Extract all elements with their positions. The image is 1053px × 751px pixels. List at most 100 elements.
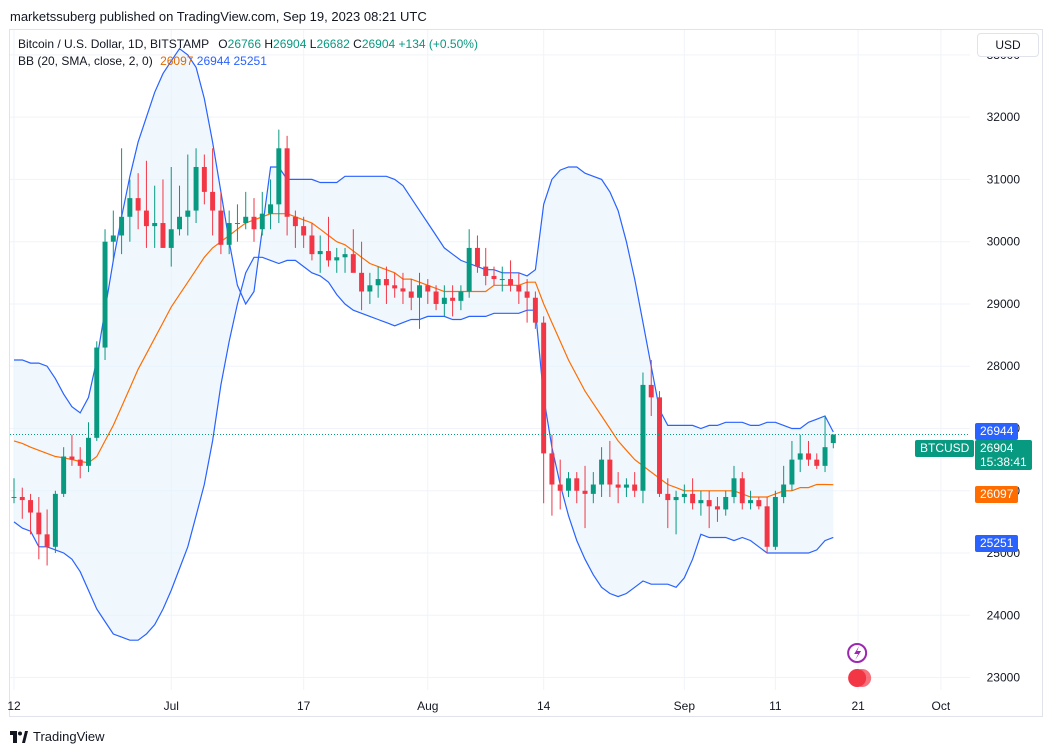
candle-body (251, 216, 257, 230)
candle-body (772, 496, 778, 547)
candle-body (632, 484, 638, 491)
bb-label: BB (20, SMA, close, 2, 0) (18, 54, 153, 68)
candle-body (19, 496, 25, 501)
candle-body (673, 496, 679, 501)
candle-body (508, 279, 514, 286)
candle-body (52, 493, 58, 547)
candle-body (714, 506, 720, 510)
candle-body (342, 254, 348, 258)
x-tick-label: 14 (537, 699, 551, 713)
legend-symbol: Bitcoin / U.S. Dollar, 1D, BITSTAMP (18, 37, 209, 51)
candle-body (524, 291, 530, 298)
x-tick-label: Jul (164, 699, 179, 713)
legend-main: Bitcoin / U.S. Dollar, 1D, BITSTAMP O267… (18, 37, 478, 51)
candle-body (143, 210, 149, 227)
candle-body (698, 500, 704, 504)
candle-body (582, 490, 588, 494)
chart-extras (847, 643, 872, 687)
candle-body (36, 512, 42, 535)
candle-body (218, 210, 224, 245)
bb-lower-tag: 25251 (975, 535, 1019, 552)
candle-body (334, 257, 340, 261)
last-price: 26904 (980, 441, 1014, 455)
bb-lower-value: 25251 (233, 54, 267, 68)
x-tick-label: Oct (932, 699, 951, 713)
candle-body (483, 266, 489, 276)
candle-body (706, 500, 712, 507)
legend-low: 26682 (316, 37, 350, 51)
bb-mid-tag: 26097 (975, 486, 1019, 503)
candle-body (607, 459, 613, 485)
candle-body (44, 534, 50, 547)
candle-body (731, 478, 737, 497)
legend-l-label: L (309, 37, 317, 51)
bb-mid-value: 26097 (160, 54, 194, 68)
candle-body (292, 216, 298, 227)
candle-body (516, 285, 522, 292)
bb-upper-tag: 26944 (975, 423, 1019, 440)
candle-body (648, 384, 654, 398)
candle-body (367, 285, 373, 292)
x-tick-label: Sep (674, 699, 696, 713)
bb-fill (14, 48, 834, 641)
legend-open: 26766 (227, 37, 262, 51)
candle-body (806, 453, 811, 460)
candle-body (185, 210, 191, 217)
candle-body (234, 223, 240, 225)
candle-body (160, 223, 166, 248)
y-tick-label: 30000 (987, 235, 1021, 249)
lightning-icon (854, 646, 862, 660)
publisher-line: marketssuberg published on TradingView.c… (10, 9, 427, 24)
footer: TradingView (10, 729, 105, 744)
legend-high: 26904 (273, 37, 307, 51)
candle-body (458, 291, 464, 301)
y-tick-label: 29000 (987, 297, 1021, 311)
bb-lower-line (13, 256, 834, 641)
candle-body (28, 500, 34, 513)
legend-h-label: H (264, 37, 274, 51)
candle-body (450, 297, 456, 301)
candle-body (127, 198, 133, 217)
candle-body (681, 493, 687, 497)
candle-body (657, 397, 662, 494)
candle-body (739, 478, 745, 504)
candle-body (102, 241, 108, 348)
candle-body (61, 456, 67, 494)
candle-body (359, 272, 365, 292)
candle-body (466, 247, 472, 292)
candle-body (781, 484, 787, 497)
candle-body (822, 447, 828, 466)
candle-body (789, 459, 795, 485)
x-tick-label: Aug (417, 699, 438, 713)
chart-frame (9, 29, 1043, 717)
candle-body (276, 148, 282, 205)
candle-body (499, 279, 505, 281)
candle-body (425, 285, 431, 292)
legend-close: 26904 (361, 37, 396, 51)
candle-body (491, 275, 497, 280)
candle-body (797, 453, 803, 460)
candle-body (566, 478, 571, 491)
candle-body (317, 251, 323, 255)
currency-button[interactable]: USD (977, 33, 1039, 57)
symbol-tag: BTCUSD (915, 440, 975, 457)
candle-body (284, 148, 290, 217)
candle-body (326, 251, 331, 261)
candle-body (383, 279, 389, 286)
candle-body (590, 484, 596, 494)
candle-body (177, 216, 182, 230)
bollinger-band (13, 47, 834, 641)
candle-body (94, 347, 100, 438)
candle-body (764, 506, 770, 547)
us-flag-icon (853, 669, 872, 687)
legend-bb: BB (20, SMA, close, 2, 0) 26097 26944 25… (18, 54, 267, 68)
candle-body (830, 434, 836, 444)
candle-body (532, 297, 538, 323)
y-axis: 2300024000250002600027000280002900030000… (987, 48, 1021, 685)
candle-body (723, 496, 729, 510)
tradingview-logo-icon (10, 730, 28, 743)
x-tick-label: 11 (769, 699, 782, 713)
candle-body (69, 456, 75, 460)
candle-body (119, 216, 125, 236)
